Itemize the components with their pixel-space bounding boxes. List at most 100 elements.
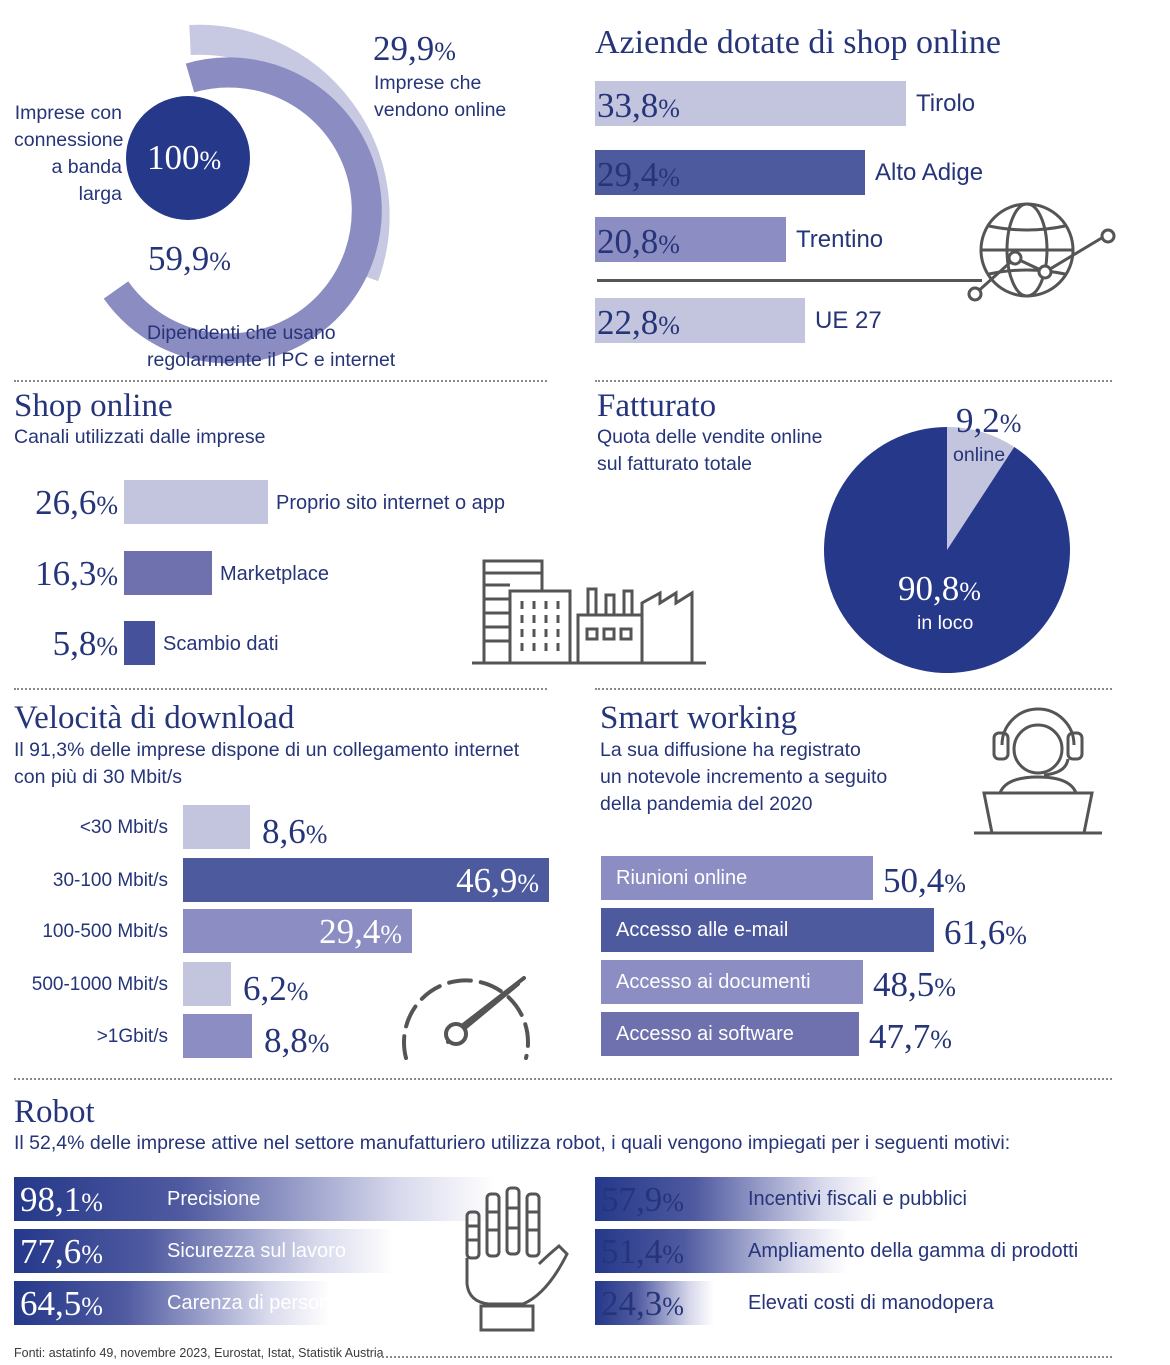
robot-bar-label: Sicurezza sul lavoro <box>167 1240 346 1262</box>
robot-bar-label: Incentivi fiscali e pubblici <box>748 1188 967 1210</box>
robot-title: Robot <box>14 1094 95 1130</box>
broadband-label: Imprese con connessione a banda larga <box>14 102 124 205</box>
region-bar <box>595 217 786 262</box>
download-bar <box>183 805 250 849</box>
separator <box>595 688 1112 690</box>
download-bar-label: >1Gbit/s <box>96 1026 168 1047</box>
pie-inloco-label: in loco <box>917 612 974 634</box>
robot-bar-value: 24,3% <box>601 1284 684 1323</box>
download-bar-label: <30 Mbit/s <box>79 817 168 838</box>
headset-laptop-icon <box>974 707 1102 835</box>
download-bar-label: 500-1000 Mbit/s <box>31 974 168 995</box>
region-bar-label: Alto Adige <box>875 159 984 186</box>
region-bar <box>595 298 805 343</box>
smart-bar <box>601 856 873 900</box>
robot-bar-value: 77,6% <box>20 1232 103 1271</box>
robot-bar-label: Elevati costi di manodopera <box>748 1292 994 1314</box>
robot-hand-icon <box>465 1186 569 1332</box>
download-title: Velocità di download <box>14 700 295 736</box>
region-bar-value: 29,4% <box>597 155 680 194</box>
smart-bar <box>601 1012 859 1056</box>
channel-bar-label: Marketplace <box>220 563 329 585</box>
channel-bar <box>124 551 212 595</box>
sell-online-label: Imprese che vendono online <box>374 72 507 121</box>
smart-bar <box>601 908 934 952</box>
robot-subtitle: Il 52,4% delle imprese attive nel settor… <box>14 1132 1011 1154</box>
download-bar-value: 6,2% <box>243 969 309 1008</box>
robot-bar-value: 57,9% <box>601 1180 684 1219</box>
robot-bar-value: 98,1% <box>20 1180 103 1219</box>
broadband-value: 100% <box>147 138 222 177</box>
download-bar <box>183 858 549 902</box>
separator <box>14 1078 1112 1080</box>
region-bar-label: Trentino <box>796 226 884 253</box>
smart-bar-label: Accesso alle e-mail <box>616 919 789 941</box>
smart-bar-value: 47,7% <box>869 1017 952 1056</box>
download-bar <box>183 1014 252 1058</box>
broadband-arcs <box>103 24 390 364</box>
region-bar-value: 22,8% <box>597 303 680 342</box>
channels-title: Shop online <box>14 388 173 424</box>
channels-subtitle: Canali utilizzati dalle imprese <box>14 426 266 448</box>
robot-bar-label: Precisione <box>167 1188 261 1210</box>
eu-divider <box>597 279 982 282</box>
smart-bar <box>601 960 863 1004</box>
buildings-factory-icon <box>472 559 706 665</box>
employees-pc-value: 59,9% <box>148 239 231 278</box>
download-bar-value: 29,4% <box>319 912 402 951</box>
download-bar <box>183 962 231 1006</box>
channel-bar-value: 26,6% <box>35 483 118 522</box>
channel-bar-value: 5,8% <box>52 624 118 663</box>
robot-bar-value: 64,5% <box>20 1284 103 1323</box>
robot-bar <box>595 1177 879 1221</box>
smart-bar-label: Accesso ai software <box>616 1023 794 1045</box>
pie-slice-online <box>947 427 1015 550</box>
smart-bar-label: Accesso ai documenti <box>616 971 811 993</box>
channel-bar-label: Proprio sito internet o app <box>276 492 506 514</box>
sell-online-value: 29,9% <box>373 29 456 68</box>
broadband-circle <box>126 96 250 220</box>
region-bar-value: 33,8% <box>597 86 680 125</box>
globe-network-icon <box>967 202 1116 302</box>
employees-pc-label: Dipendenti che usano regolarmente il PC e… <box>147 322 396 371</box>
channel-bar-value: 16,3% <box>35 554 118 593</box>
revenue-title: Fatturato <box>597 388 717 424</box>
channel-bar <box>124 480 268 524</box>
region-bar-label: UE 27 <box>815 307 882 334</box>
separator <box>14 380 547 382</box>
pie-online-value: 9,2% <box>956 401 1022 440</box>
download-bar-value: 46,9% <box>456 861 539 900</box>
smart-bar-label: Riunioni online <box>616 867 748 889</box>
smart-subtitle: La sua diffusione ha registrato un notevo… <box>600 739 888 815</box>
region-bar <box>595 150 865 195</box>
region-bar-label: Tirolo <box>916 90 976 117</box>
robot-bar <box>14 1177 495 1221</box>
revenue-pie <box>824 427 1070 673</box>
download-subtitle: Il 91,3% delle imprese dispone di un col… <box>14 739 520 788</box>
smart-bar-value: 48,5% <box>873 965 956 1004</box>
separator <box>14 688 547 690</box>
pie-slice-in-loco <box>824 427 1070 673</box>
source-note: Fonti: astatinfo 49, novembre 2023, Euro… <box>14 1346 384 1360</box>
robot-bar-label: Ampliamento della gamma di prodotti <box>748 1240 1079 1262</box>
speedometer-icon <box>402 976 530 1060</box>
robot-bar <box>14 1229 394 1273</box>
download-bar-value: 8,6% <box>262 812 328 851</box>
revenue-subtitle: Quota delle vendite online sul fatturato … <box>597 426 823 475</box>
download-bar <box>183 909 412 953</box>
pie-online-label: online <box>953 444 1006 466</box>
pie-inloco-value: 90,8% <box>898 569 981 608</box>
region-bar <box>595 81 906 126</box>
robot-bar-label: Carenza di personale <box>167 1292 358 1314</box>
region-shops-title: Aziende dotate di shop online <box>595 24 1002 61</box>
robot-bar <box>595 1229 847 1273</box>
separator <box>595 380 1112 382</box>
smart-bar-value: 61,6% <box>944 913 1027 952</box>
download-bar-label: 30-100 Mbit/s <box>52 870 168 891</box>
channel-bar <box>124 621 155 665</box>
smart-title: Smart working <box>600 700 798 736</box>
robot-bar <box>595 1281 714 1325</box>
channel-bar-label: Scambio dati <box>163 633 279 655</box>
separator <box>378 1356 1112 1358</box>
robot-bar-value: 51,4% <box>601 1232 684 1271</box>
